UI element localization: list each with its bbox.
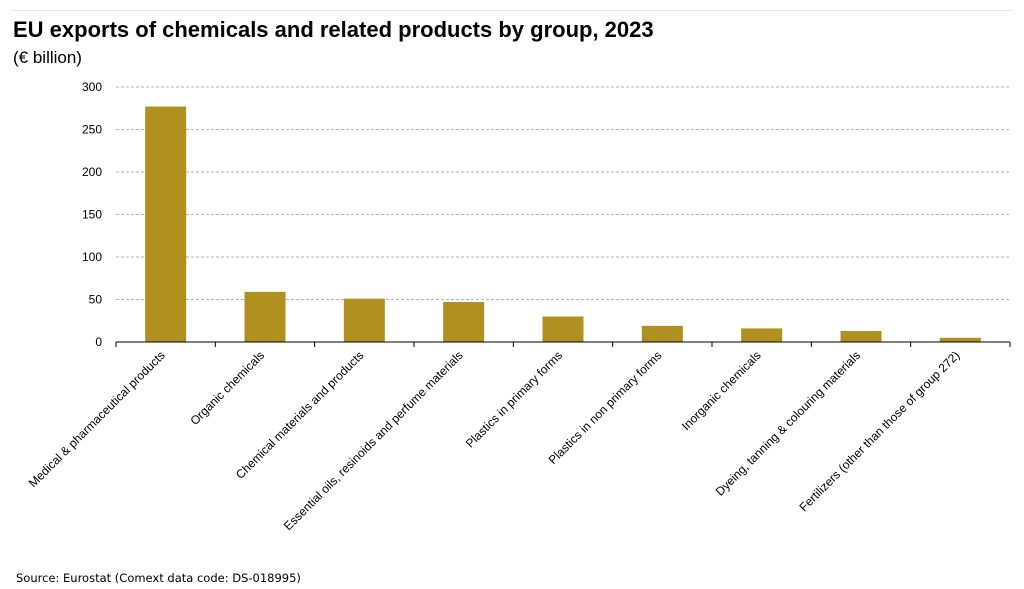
x-axis-labels: Medical & pharmaceutical products Organic… — [26, 348, 963, 533]
source-note: Source: Eurostat (Comext data code: DS-0… — [16, 571, 301, 585]
bar — [641, 325, 683, 342]
chart-subtitle: (€ billion) — [13, 48, 82, 67]
bar — [244, 291, 286, 342]
gridlines — [116, 86, 1010, 300]
bar — [542, 316, 584, 342]
bar — [840, 330, 882, 342]
chart-title: EU exports of chemicals and related prod… — [13, 17, 654, 42]
y-tick-label: 100 — [82, 250, 102, 264]
x-tick-label: Organic chemicals — [187, 348, 267, 428]
bar — [145, 106, 187, 342]
x-tick-label: Inorganic chemicals — [679, 348, 764, 433]
bar — [443, 302, 485, 342]
y-tick-label: 300 — [82, 80, 102, 94]
y-tick-label: 50 — [89, 293, 103, 307]
x-tick-label: Fertilizers (other than those of group 2… — [796, 348, 962, 514]
y-tick-label: 200 — [82, 165, 102, 179]
x-axis — [115, 341, 1011, 347]
x-tick-label: Plastics in non primary forms — [546, 348, 665, 467]
bar — [939, 337, 981, 342]
x-tick-label: Medical & pharmaceutical products — [26, 348, 168, 490]
y-tick-label: 0 — [95, 335, 102, 349]
x-tick-label: Essential oils, resinoids and perfume ma… — [281, 348, 466, 533]
bar — [741, 328, 783, 342]
y-axis-ticks: 0 50 100 150 200 250 300 — [82, 80, 102, 349]
top-divider — [12, 10, 1012, 11]
x-tick-label: Plastics in primary forms — [463, 348, 565, 450]
bar — [343, 298, 385, 342]
bars — [145, 106, 981, 342]
y-tick-label: 250 — [82, 123, 102, 137]
y-tick-label: 150 — [82, 208, 102, 222]
